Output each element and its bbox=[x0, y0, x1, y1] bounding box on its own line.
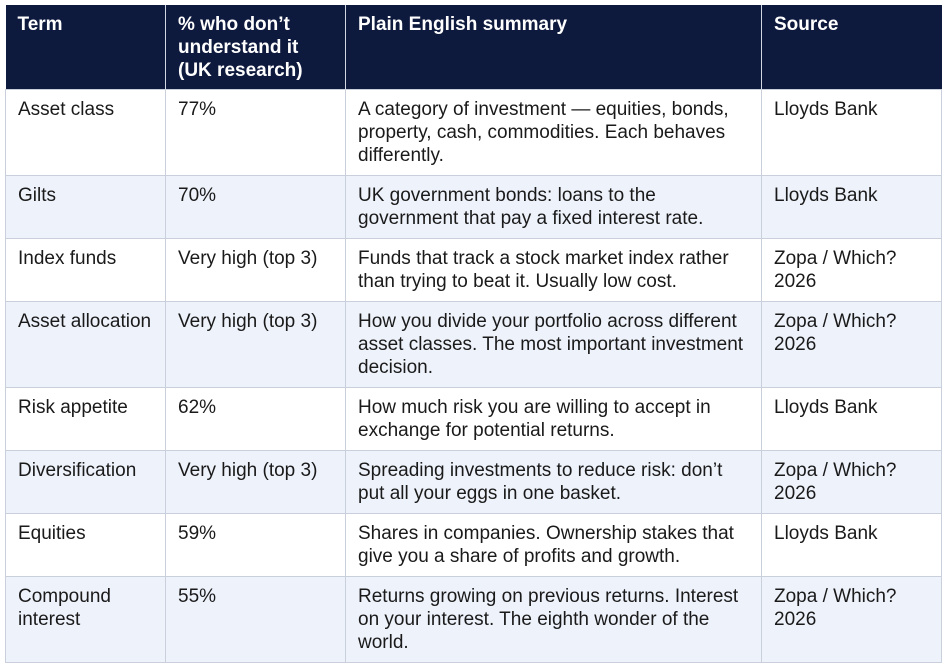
cell-percent: Very high (top 3) bbox=[165, 238, 346, 302]
cell-term: Risk appetite bbox=[5, 387, 166, 451]
cell-source: Lloyds Bank bbox=[761, 89, 942, 176]
cell-percent: 70% bbox=[165, 175, 346, 239]
cell-summary: How you divide your portfolio across dif… bbox=[345, 301, 762, 388]
cell-source: Lloyds Bank bbox=[761, 175, 942, 239]
table-body: Asset class 77% A category of investment… bbox=[5, 89, 942, 663]
cell-source: Zopa / Which? 2026 bbox=[761, 238, 942, 302]
cell-source: Lloyds Bank bbox=[761, 387, 942, 451]
cell-summary: Funds that track a stock market index ra… bbox=[345, 238, 762, 302]
cell-percent: 59% bbox=[165, 513, 346, 577]
table-row: Diversification Very high (top 3) Spread… bbox=[5, 450, 942, 514]
cell-source: Lloyds Bank bbox=[761, 513, 942, 577]
cell-term: Compound interest bbox=[5, 576, 166, 663]
cell-source: Zopa / Which? 2026 bbox=[761, 576, 942, 663]
table-row: Asset class 77% A category of investment… bbox=[5, 89, 942, 176]
cell-summary: Returns growing on previous returns. Int… bbox=[345, 576, 762, 663]
table-row: Compound interest 55% Returns growing on… bbox=[5, 576, 942, 663]
header-source: Source bbox=[761, 5, 942, 90]
cell-percent: 77% bbox=[165, 89, 346, 176]
jargon-table: Term % who don’t understand it (UK resea… bbox=[5, 5, 942, 663]
cell-percent: 55% bbox=[165, 576, 346, 663]
cell-term: Index funds bbox=[5, 238, 166, 302]
table-row: Index funds Very high (top 3) Funds that… bbox=[5, 238, 942, 302]
cell-summary: UK government bonds: loans to the govern… bbox=[345, 175, 762, 239]
table-row: Equities 59% Shares in companies. Owners… bbox=[5, 513, 942, 577]
table-row: Asset allocation Very high (top 3) How y… bbox=[5, 301, 942, 388]
cell-term: Asset class bbox=[5, 89, 166, 176]
header-term: Term bbox=[5, 5, 166, 90]
cell-term: Asset allocation bbox=[5, 301, 166, 388]
cell-summary: A category of investment — equities, bon… bbox=[345, 89, 762, 176]
cell-term: Diversification bbox=[5, 450, 166, 514]
header-row: Term % who don’t understand it (UK resea… bbox=[5, 5, 942, 90]
cell-percent: Very high (top 3) bbox=[165, 301, 346, 388]
cell-source: Zopa / Which? 2026 bbox=[761, 301, 942, 388]
cell-term: Equities bbox=[5, 513, 166, 577]
cell-summary: How much risk you are willing to accept … bbox=[345, 387, 762, 451]
cell-summary: Shares in companies. Ownership stakes th… bbox=[345, 513, 762, 577]
cell-source: Zopa / Which? 2026 bbox=[761, 450, 942, 514]
table-row: Risk appetite 62% How much risk you are … bbox=[5, 387, 942, 451]
cell-summary: Spreading investments to reduce risk: do… bbox=[345, 450, 762, 514]
cell-percent: Very high (top 3) bbox=[165, 450, 346, 514]
cell-term: Gilts bbox=[5, 175, 166, 239]
cell-percent: 62% bbox=[165, 387, 346, 451]
table-row: Gilts 70% UK government bonds: loans to … bbox=[5, 175, 942, 239]
header-percent: % who don’t understand it (UK research) bbox=[165, 5, 346, 90]
header-summary: Plain English summary bbox=[345, 5, 762, 90]
table-header: Term % who don’t understand it (UK resea… bbox=[5, 5, 942, 90]
